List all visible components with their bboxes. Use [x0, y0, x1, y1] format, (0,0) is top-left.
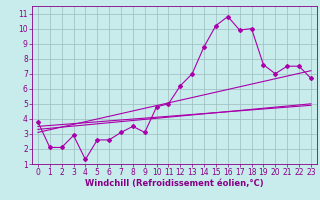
X-axis label: Windchill (Refroidissement éolien,°C): Windchill (Refroidissement éolien,°C): [85, 179, 264, 188]
